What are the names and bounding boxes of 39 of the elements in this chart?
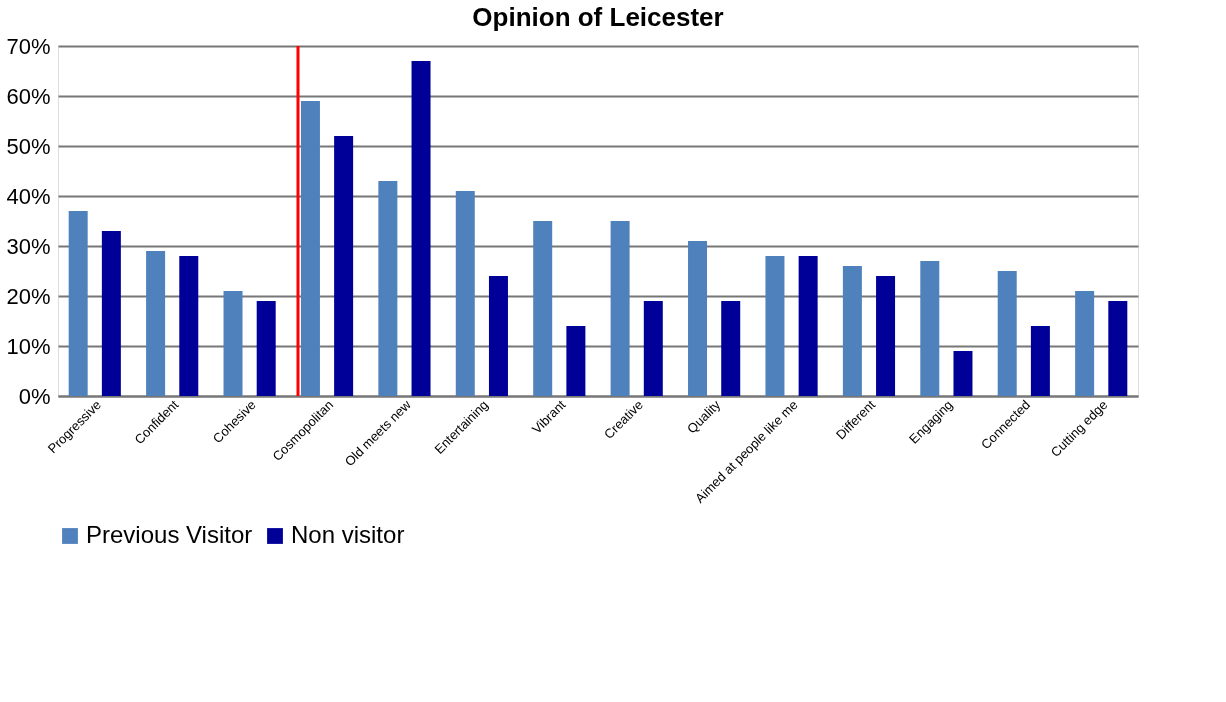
bar	[798, 256, 818, 396]
chart-title: Opinion of Leicester	[472, 2, 724, 32]
bar	[256, 301, 276, 396]
y-tick-label: 40%	[6, 183, 51, 209]
bar	[378, 181, 398, 396]
bar	[997, 271, 1017, 396]
bar	[688, 241, 708, 396]
y-tick-label: 50%	[6, 133, 51, 159]
bar	[765, 256, 785, 396]
legend-label: Previous Visitor	[86, 521, 253, 548]
bar	[223, 291, 243, 396]
bar	[842, 266, 862, 396]
bar	[953, 351, 973, 396]
y-tick-label: 10%	[6, 333, 51, 359]
bar	[920, 261, 940, 396]
bar	[1075, 291, 1095, 396]
bar	[1030, 326, 1050, 396]
bar	[68, 211, 88, 396]
bar	[721, 301, 741, 396]
bar	[146, 251, 166, 396]
y-tick-label: 60%	[6, 83, 51, 109]
bar	[643, 301, 663, 396]
bar	[455, 191, 475, 396]
y-tick-label: 20%	[6, 283, 51, 309]
bar	[1108, 301, 1128, 396]
legend-label: Non visitor	[291, 521, 405, 548]
bar	[334, 136, 354, 396]
y-tick-label: 0%	[18, 383, 51, 409]
bar	[488, 276, 508, 396]
y-tick-label: 70%	[6, 33, 51, 59]
bar	[566, 326, 586, 396]
bar	[101, 231, 121, 396]
bar	[300, 101, 320, 396]
bar	[610, 221, 630, 396]
bar	[411, 61, 431, 396]
y-tick-label: 30%	[6, 233, 51, 259]
bar	[179, 256, 199, 396]
bar	[876, 276, 896, 396]
bar	[533, 221, 553, 396]
